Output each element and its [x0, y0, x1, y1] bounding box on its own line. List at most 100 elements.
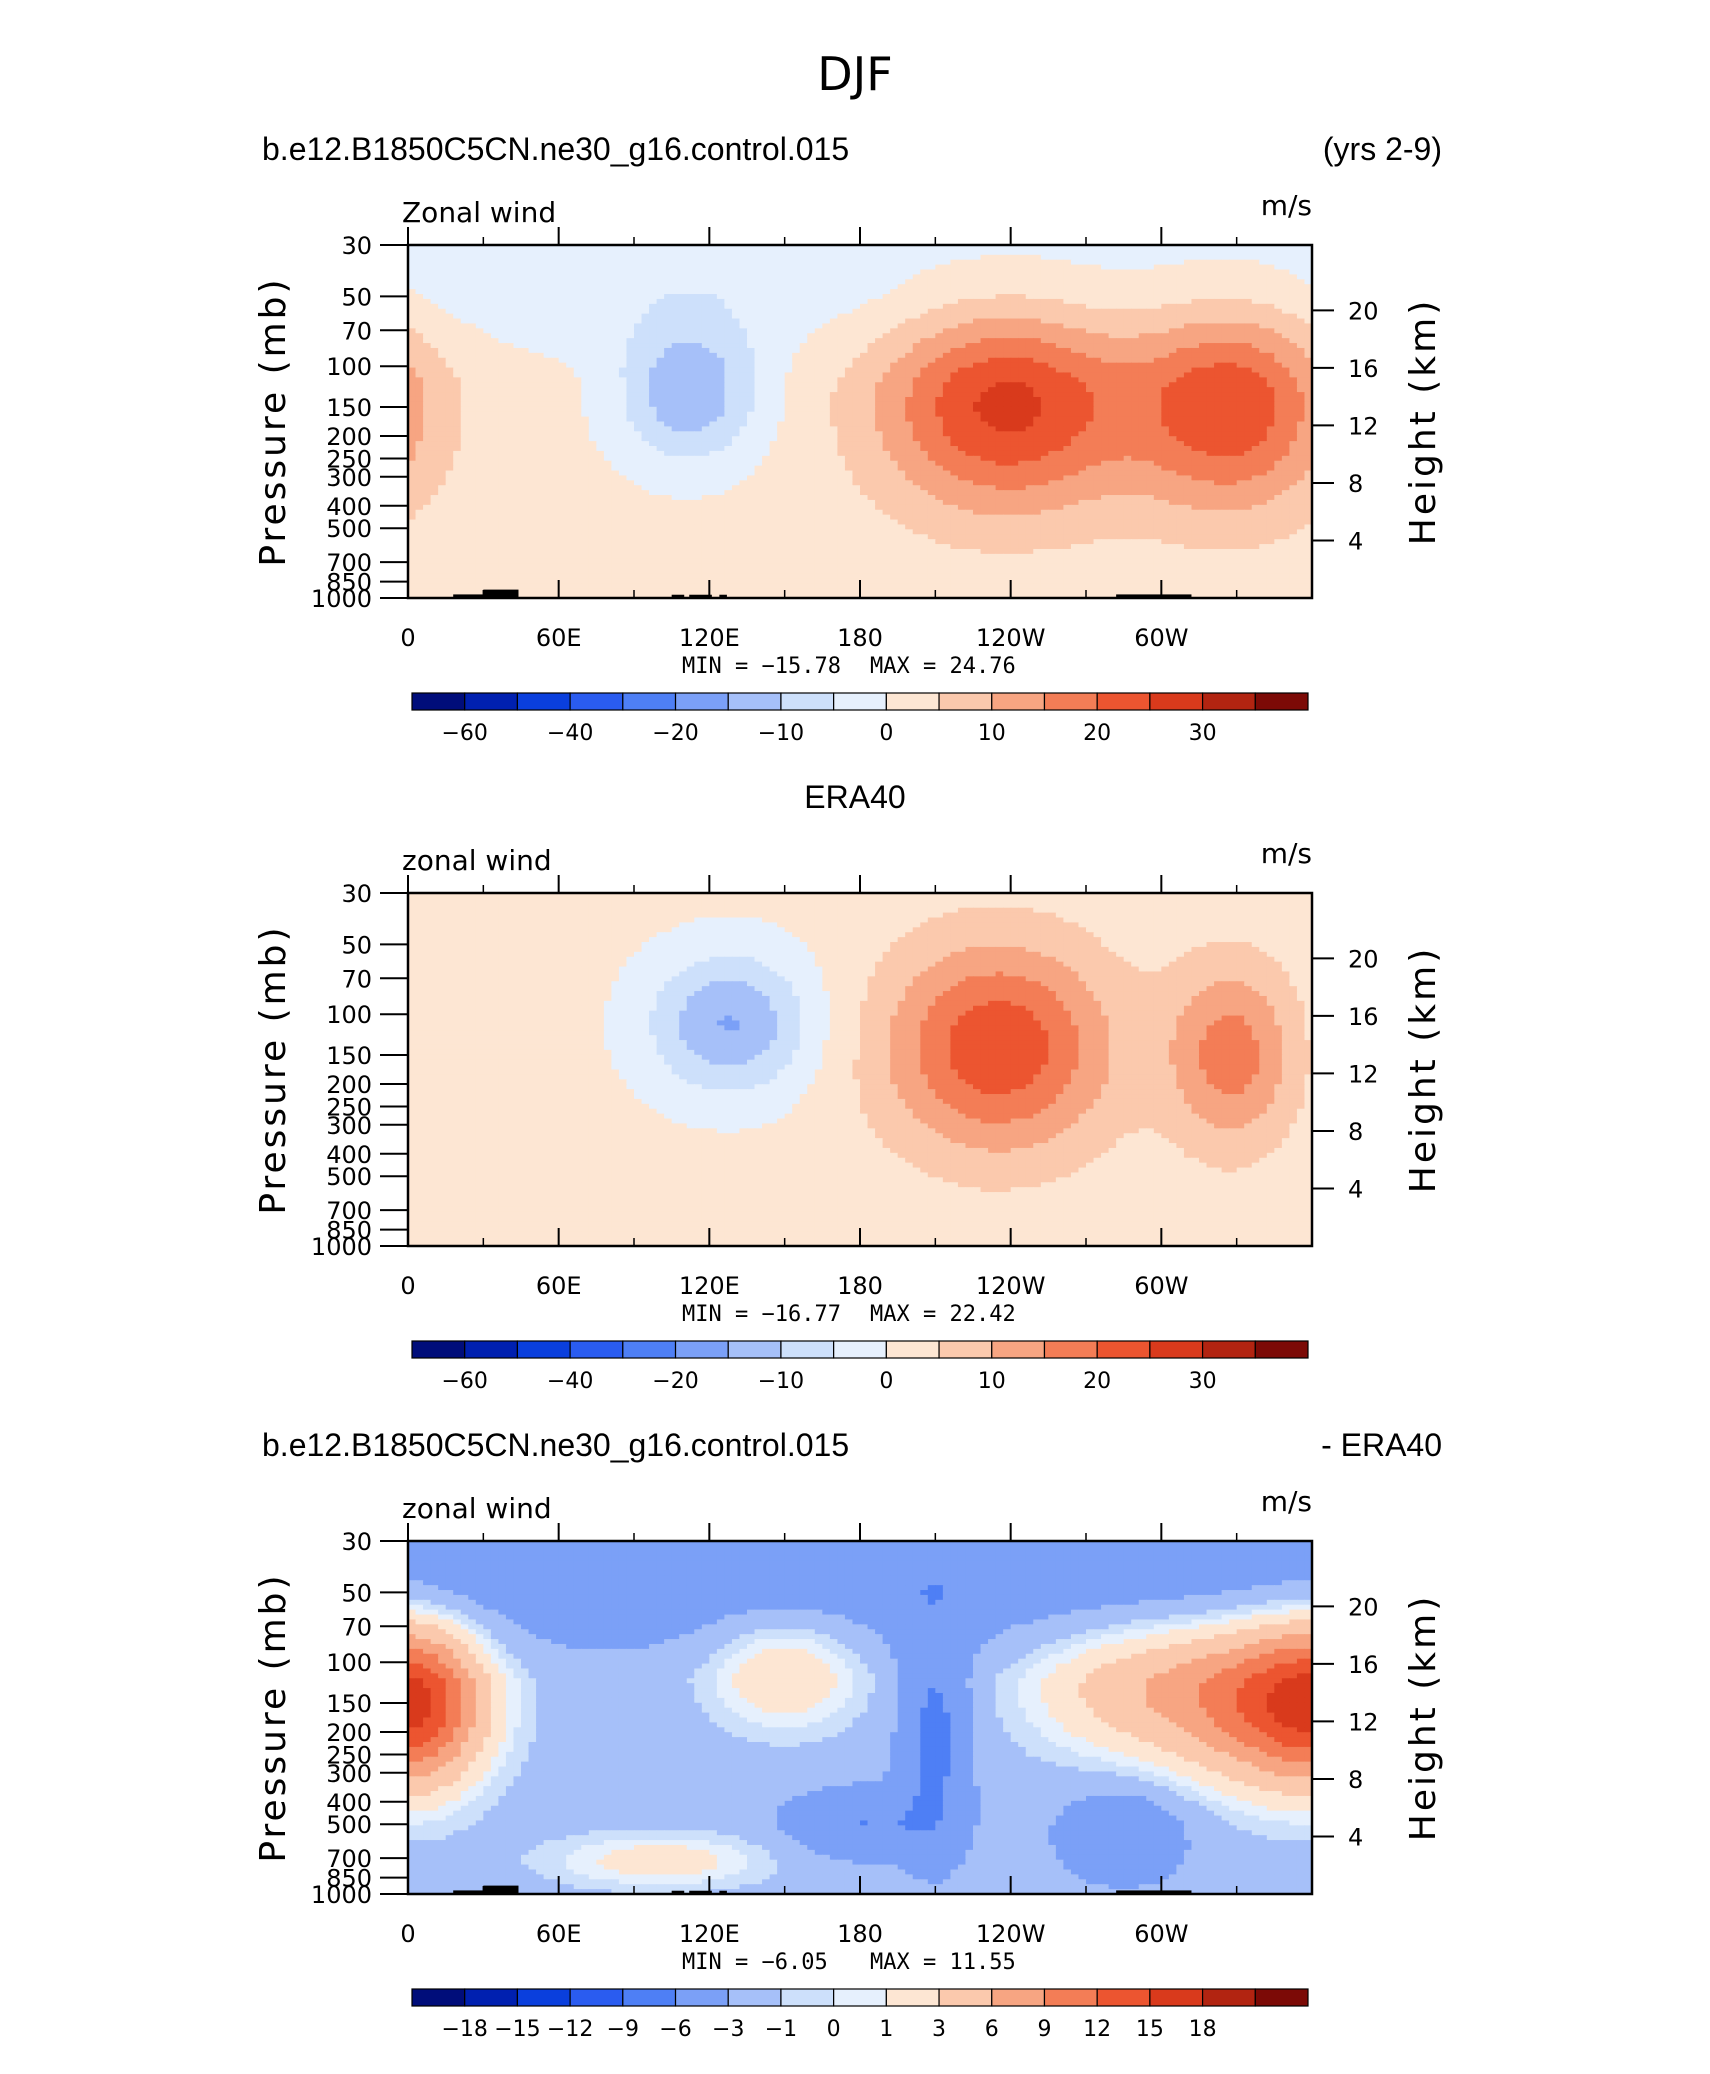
contour-cell	[1116, 411, 1125, 418]
contour-cell	[1183, 411, 1193, 418]
contour-cell	[536, 377, 545, 383]
contour-cell	[837, 303, 846, 310]
contour-cell	[1116, 357, 1125, 364]
contour-cell	[920, 436, 929, 442]
contour-cell	[1123, 294, 1132, 300]
contour-cell	[558, 347, 567, 354]
contour-cell	[679, 245, 688, 251]
contour-cell	[1146, 254, 1155, 261]
contour-cell	[1281, 298, 1290, 305]
contour-cell	[897, 294, 906, 300]
contour-cell	[430, 259, 439, 266]
contour-cell	[641, 249, 650, 256]
contour-cell	[686, 421, 695, 427]
contour-cell	[965, 343, 974, 349]
contour-cell	[558, 411, 567, 418]
contour-cell	[1063, 254, 1072, 261]
contour-cell	[973, 392, 982, 398]
contour-cell	[1086, 352, 1095, 359]
contour-cell	[1040, 279, 1049, 285]
contour-cell	[716, 441, 725, 447]
contour-cell	[860, 323, 869, 329]
contour-cell	[814, 249, 823, 256]
contour-cell	[468, 436, 477, 442]
contour-cell	[1025, 313, 1034, 320]
contour-cell	[731, 416, 741, 423]
contour-cell	[724, 347, 733, 354]
contour-cell	[490, 357, 499, 364]
contour-cell	[1206, 323, 1215, 329]
contour-cell	[1244, 333, 1253, 339]
contour-cell	[1070, 298, 1080, 305]
contour-cell	[965, 367, 974, 374]
contour-cell	[927, 323, 936, 329]
contour-cell	[1266, 328, 1275, 334]
contour-cell	[1274, 377, 1283, 383]
contour-cell	[1063, 279, 1072, 285]
contour-cell	[1153, 338, 1162, 344]
contour-cell	[1266, 313, 1275, 320]
contour-cell	[1191, 323, 1200, 329]
contour-cell	[935, 328, 944, 334]
contour-cell	[807, 401, 816, 408]
contour-cell	[1229, 323, 1238, 329]
contour-cell	[709, 421, 718, 427]
contour-cell	[430, 269, 439, 276]
contour-cell	[980, 284, 989, 290]
contour-cell	[792, 249, 801, 256]
contour-cell	[618, 264, 628, 271]
contour-cell	[747, 254, 756, 261]
contour-cell	[1116, 343, 1125, 349]
contour-cell	[603, 308, 612, 315]
contour-cell	[860, 274, 869, 280]
contour-cell	[822, 416, 831, 423]
contour-cell	[686, 303, 695, 310]
contour-cell	[942, 313, 951, 320]
contour-cell	[799, 406, 808, 413]
contour-cell	[408, 426, 417, 432]
contour-cell	[603, 401, 612, 408]
contour-cell	[875, 254, 884, 261]
contour-cell	[1086, 294, 1095, 300]
contour-cell	[852, 313, 861, 320]
contour-cell	[1078, 357, 1087, 364]
contour-cell	[935, 284, 944, 290]
contour-cell	[701, 303, 710, 310]
contour-cell	[558, 328, 567, 334]
contour-cell	[415, 396, 424, 403]
contour-cell	[1040, 298, 1049, 305]
contour-cell	[1070, 284, 1080, 290]
contour-cell	[1063, 347, 1072, 354]
contour-cell	[1048, 318, 1057, 325]
contour-cell	[1191, 338, 1200, 344]
contour-cell	[860, 264, 869, 271]
contour-cell	[957, 254, 967, 261]
contour-cell	[1123, 284, 1132, 290]
contour-cell	[980, 387, 989, 393]
contour-cell	[762, 303, 771, 310]
contour-cell	[1274, 372, 1283, 378]
contour-cell	[1123, 249, 1132, 256]
contour-cell	[875, 333, 884, 339]
contour-cell	[528, 333, 537, 339]
contour-cell	[634, 352, 643, 359]
contour-cell	[799, 367, 808, 374]
contour-cell	[1033, 377, 1042, 383]
contour-cell	[1153, 259, 1162, 266]
contour-cell	[1048, 264, 1057, 271]
contour-cell	[867, 313, 876, 320]
contour-cell	[709, 269, 718, 276]
contour-cell	[551, 308, 560, 315]
contour-cell	[1093, 318, 1102, 325]
contour-cell	[731, 401, 741, 408]
contour-cell	[528, 259, 537, 266]
contour-cell	[634, 338, 643, 344]
contour-cell	[957, 313, 967, 320]
contour-cell	[739, 279, 748, 285]
contour-cell	[1206, 347, 1215, 354]
contour-cell	[649, 446, 658, 452]
contour-cell	[942, 441, 951, 447]
contour-cell	[1266, 298, 1275, 305]
contour-cell	[1236, 421, 1245, 427]
contour-cell	[686, 367, 695, 374]
